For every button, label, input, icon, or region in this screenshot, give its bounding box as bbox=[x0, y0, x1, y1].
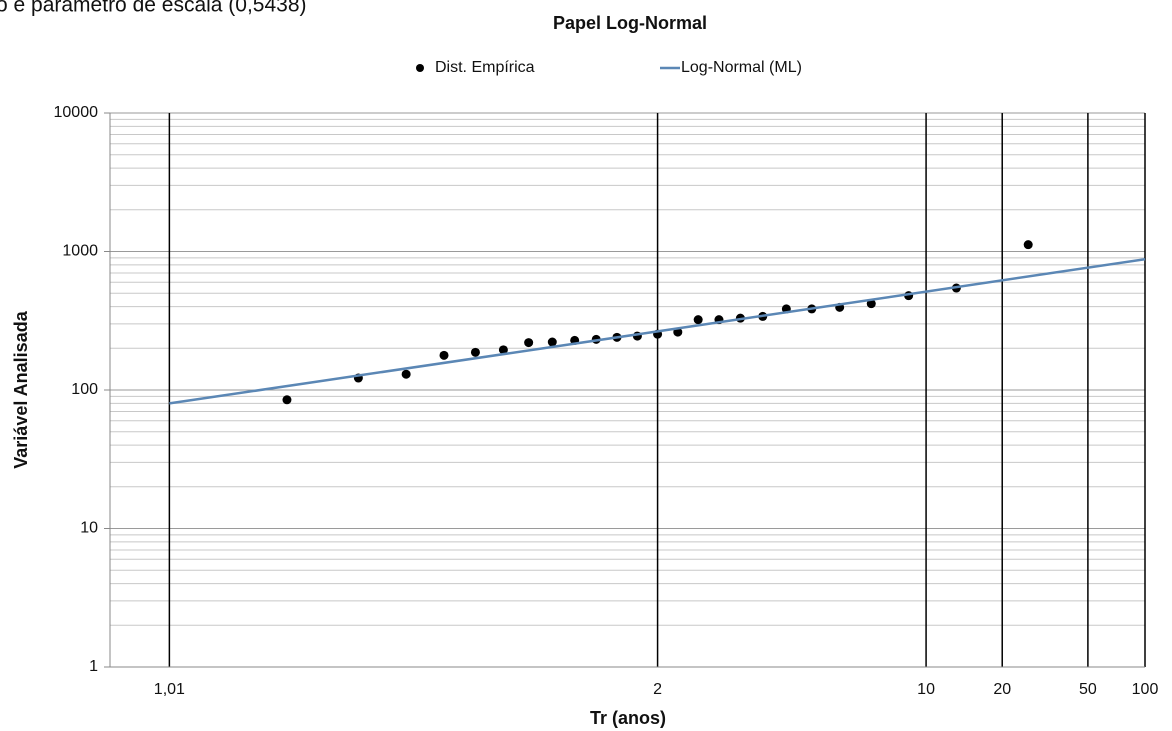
x-tick-label: 50 bbox=[1079, 681, 1097, 698]
point bbox=[498, 345, 508, 355]
point bbox=[866, 299, 876, 309]
point bbox=[693, 315, 703, 325]
y-tick-label: 1000 bbox=[62, 243, 98, 260]
x-tick-label: 100 bbox=[1132, 681, 1159, 698]
annotation: o e parâmetro de escala (0,5438) bbox=[0, 0, 307, 17]
point bbox=[439, 350, 449, 360]
legend-marker bbox=[416, 64, 424, 72]
point bbox=[524, 338, 534, 348]
y-tick-label: 10 bbox=[80, 520, 98, 537]
y-axis-label: Variável Analisada bbox=[11, 310, 31, 468]
x-tick-label: 10 bbox=[917, 681, 935, 698]
x-axis-label: Tr (anos) bbox=[590, 708, 666, 728]
legend-label: Log-Normal (ML) bbox=[681, 59, 802, 76]
y-tick-label: 10000 bbox=[54, 104, 99, 121]
point bbox=[401, 369, 411, 379]
y-tick-label: 1 bbox=[89, 658, 98, 675]
point bbox=[547, 337, 557, 347]
legend-label: Dist. Empírica bbox=[435, 59, 535, 76]
point bbox=[1023, 240, 1033, 250]
x-tick-label: 1,01 bbox=[154, 681, 185, 698]
x-tick-label: 2 bbox=[653, 681, 662, 698]
point bbox=[470, 347, 480, 357]
fit-line bbox=[169, 257, 1146, 405]
point bbox=[282, 395, 292, 405]
chart-title: Papel Log-Normal bbox=[553, 13, 707, 33]
x-tick-label: 20 bbox=[993, 681, 1011, 698]
y-tick-label: 100 bbox=[71, 381, 98, 398]
